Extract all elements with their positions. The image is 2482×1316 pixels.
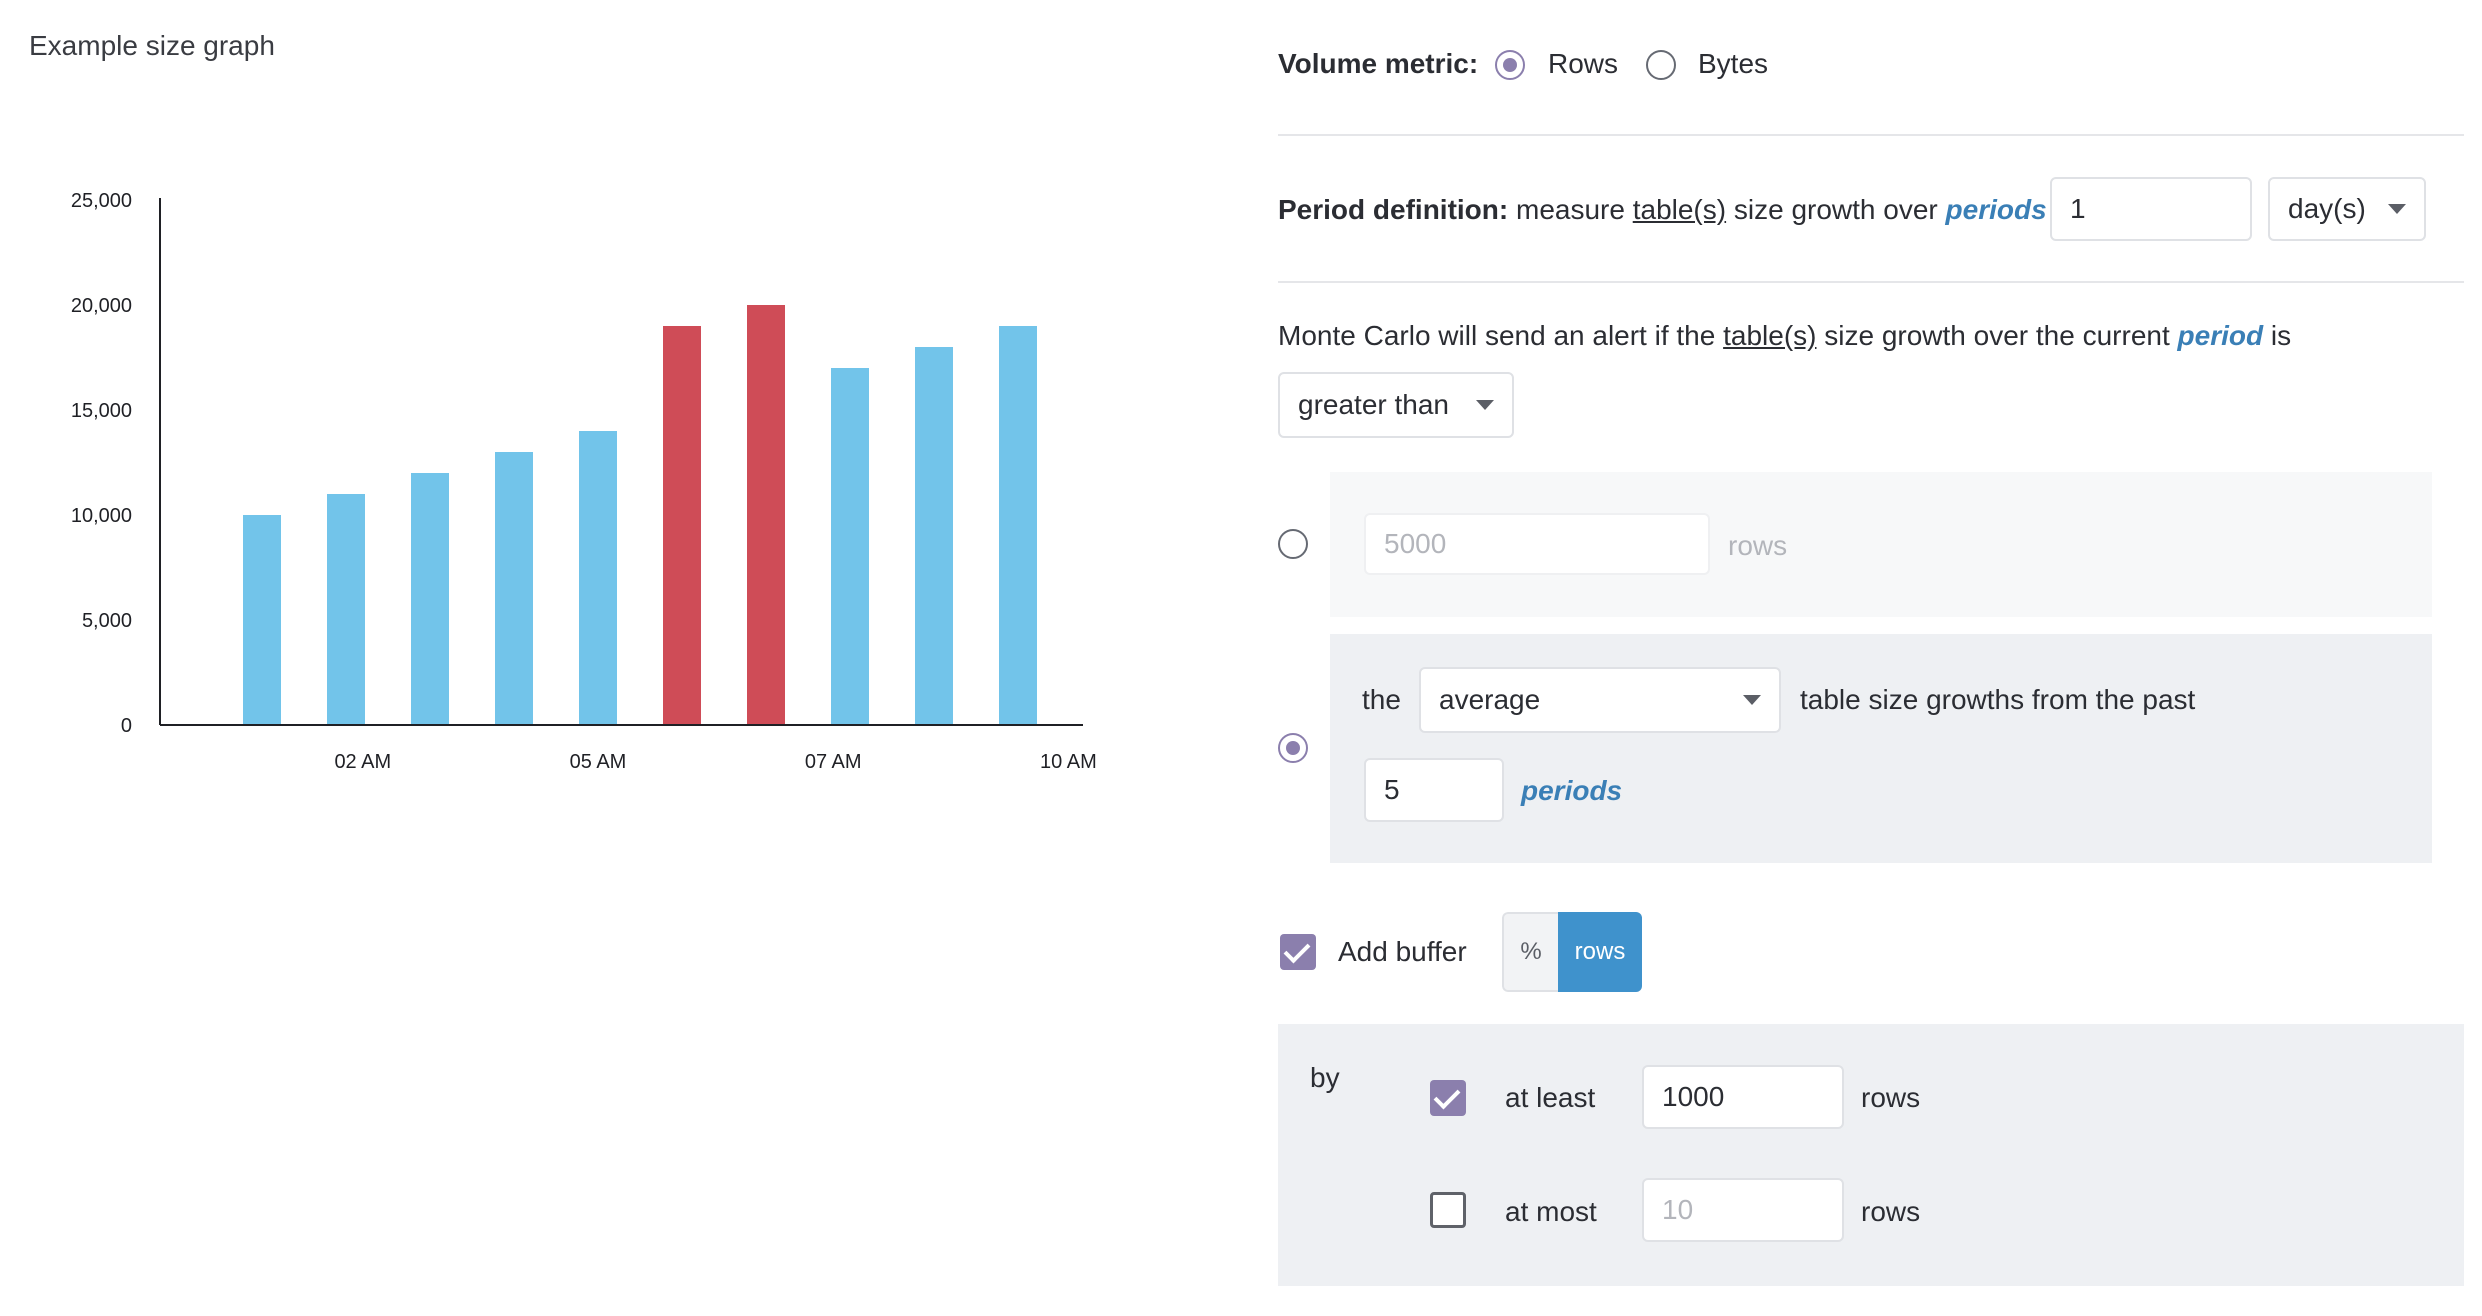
period-length-input[interactable]: 1 <box>2050 177 2252 241</box>
y-tick-label: 10,000 <box>71 505 132 527</box>
bar <box>327 494 365 725</box>
period-definition-sentence: Period definition: measure table(s) size… <box>1278 194 2078 226</box>
x-tick-label: 10 AM <box>1040 751 1097 773</box>
radio-bytes[interactable] <box>1646 50 1676 80</box>
bar <box>831 368 869 725</box>
alert-text-3: is <box>2270 320 2292 351</box>
period-term[interactable]: period <box>2177 320 2264 351</box>
bar <box>411 473 449 725</box>
y-tick-label: 0 <box>121 715 132 737</box>
aggregate-value: average <box>1439 684 1541 715</box>
x-tick-label: 02 AM <box>334 751 391 773</box>
y-tick-label: 15,000 <box>71 400 132 422</box>
alert-text-1: Monte Carlo will send an alert if the <box>1278 320 1716 351</box>
bar <box>999 326 1037 725</box>
periods-count-input[interactable]: 5 <box>1364 758 1504 822</box>
aggregate-select[interactable]: average <box>1419 667 1781 733</box>
tables-link[interactable]: table(s) <box>1632 194 1727 225</box>
at-most-label: at most <box>1505 1196 1597 1227</box>
chevron-down-icon <box>2388 204 2406 214</box>
fixed-threshold-unit: rows <box>1728 530 1788 561</box>
at-least-input[interactable]: 1000 <box>1642 1065 1844 1129</box>
bars-group <box>243 305 1037 725</box>
at-least-label: at least <box>1505 1082 1596 1113</box>
radio-bytes-label[interactable]: Bytes <box>1698 48 1769 79</box>
radio-fixed-threshold[interactable] <box>1278 529 1308 559</box>
radio-rows[interactable] <box>1495 50 1525 80</box>
buffer-rows-button[interactable]: rows <box>1558 912 1642 992</box>
divider <box>1278 134 2464 136</box>
radio-average-threshold[interactable] <box>1278 733 1308 763</box>
alert-text-2: size growth over the current <box>1824 320 2170 351</box>
alert-sentence: Monte Carlo will send an alert if the ta… <box>1278 320 2291 352</box>
at-most-input[interactable]: 10 <box>1642 1178 1844 1242</box>
period-definition-label: Period definition: <box>1278 194 1509 225</box>
buffer-panel <box>1278 1024 2464 1286</box>
bar-anomaly <box>747 305 785 725</box>
comparator-value: greater than <box>1298 389 1449 420</box>
bar <box>579 431 617 725</box>
radio-rows-label[interactable]: Rows <box>1548 48 1619 79</box>
x-tick-label: 05 AM <box>570 751 627 773</box>
x-tick-label: 07 AM <box>805 751 862 773</box>
bar <box>915 347 953 725</box>
y-tick-label: 20,000 <box>71 295 132 317</box>
period-unit-select[interactable]: day(s) <box>2268 177 2426 241</box>
chevron-down-icon <box>1743 695 1761 705</box>
period-text-measure: measure <box>1516 194 1625 225</box>
fixed-threshold-input[interactable]: 5000 <box>1364 513 1710 575</box>
y-axis-ticks: 0 5,000 10,000 15,000 20,000 25,000 <box>71 190 132 737</box>
y-tick-label: 5,000 <box>82 610 132 632</box>
average-prefix: the <box>1362 684 1401 715</box>
divider <box>1278 281 2464 283</box>
comparator-select[interactable]: greater than <box>1278 372 1514 438</box>
period-text-growth: size growth over <box>1733 194 1938 225</box>
y-tick-label: 25,000 <box>71 190 132 212</box>
add-buffer-checkbox[interactable] <box>1280 934 1316 970</box>
volume-metric-label: Volume metric: <box>1278 48 1479 79</box>
period-unit-value: day(s) <box>2288 193 2366 224</box>
buffer-unit-toggle: % rows <box>1502 912 1642 992</box>
add-buffer-label: Add buffer <box>1338 936 1467 967</box>
chevron-down-icon <box>1476 400 1494 410</box>
periods-term[interactable]: periods <box>1945 194 2047 225</box>
bar <box>495 452 533 725</box>
at-most-unit: rows <box>1861 1196 1921 1227</box>
bar-anomaly <box>663 326 701 725</box>
at-least-checkbox[interactable] <box>1430 1080 1466 1116</box>
periods-count-unit[interactable]: periods <box>1521 775 1623 806</box>
at-least-unit: rows <box>1861 1082 1921 1113</box>
buffer-percent-button[interactable]: % <box>1502 912 1558 992</box>
chart-title: Example size graph <box>29 30 275 61</box>
tables-link[interactable]: table(s) <box>1723 320 1817 351</box>
at-most-checkbox[interactable] <box>1430 1192 1466 1228</box>
size-bar-chart: 0 5,000 10,000 15,000 20,000 25,000 02 AM 05 A… <box>71 190 1097 773</box>
x-axis-ticks: 02 AM 05 AM 07 AM 10 AM <box>334 751 1096 773</box>
buffer-by-label: by <box>1310 1062 1340 1093</box>
average-suffix: table size growths from the past <box>1800 684 2196 715</box>
bar <box>243 515 281 725</box>
